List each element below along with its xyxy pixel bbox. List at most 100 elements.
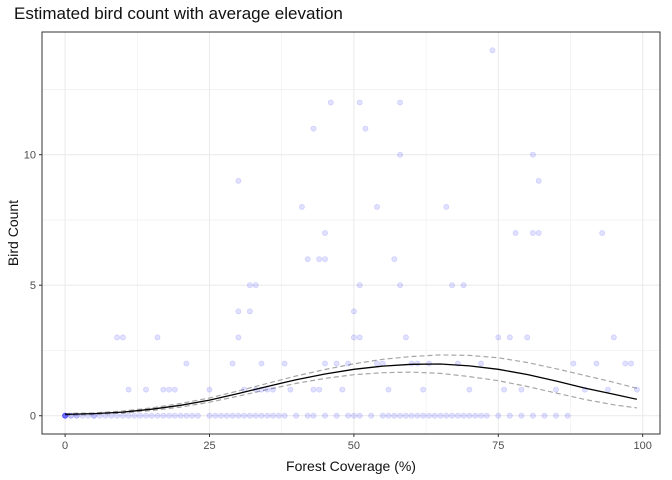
data-point — [379, 360, 386, 367]
upper-band-line — [65, 354, 638, 415]
data-point — [495, 412, 502, 419]
data-point — [281, 412, 288, 419]
grid-lines — [42, 32, 660, 434]
data-point — [472, 412, 479, 419]
data-point — [501, 386, 507, 393]
data-point — [322, 360, 328, 367]
data-point — [264, 412, 271, 419]
data-point — [368, 412, 375, 419]
data-point — [622, 360, 629, 367]
axis-ticks: 0 25 50 75 100 0 5 10 — [24, 150, 652, 452]
data-point — [356, 99, 363, 106]
data-point — [466, 386, 473, 393]
data-point — [397, 151, 403, 158]
data-point — [535, 230, 542, 236]
data-point — [466, 412, 473, 419]
data-point — [206, 412, 213, 419]
data-point — [530, 230, 536, 236]
data-point — [212, 412, 219, 419]
data-point — [131, 412, 138, 419]
data-point — [270, 386, 276, 393]
data-point — [518, 412, 525, 419]
data-point — [535, 177, 542, 184]
data-point — [183, 360, 190, 367]
data-point — [304, 412, 311, 419]
data-point — [420, 412, 427, 419]
data-point — [241, 412, 247, 419]
data-point — [252, 412, 259, 419]
data-point — [246, 308, 253, 315]
data-point — [402, 412, 409, 419]
x-tick-label: 75 — [492, 440, 504, 452]
data-point — [408, 412, 415, 419]
data-point — [391, 256, 398, 262]
data-point — [235, 334, 242, 341]
data-point — [125, 386, 132, 393]
data-point — [281, 360, 288, 367]
data-point — [454, 412, 461, 419]
data-point — [166, 412, 172, 419]
x-axis-title: Forest Coverage (%) — [286, 458, 416, 474]
data-point — [120, 412, 126, 419]
data-point — [391, 412, 398, 419]
data-point — [258, 412, 265, 419]
data-point — [408, 360, 415, 367]
data-point — [235, 412, 242, 419]
data-point — [275, 412, 282, 419]
data-point — [322, 256, 328, 262]
data-point — [610, 334, 617, 341]
data-point — [166, 386, 172, 393]
confidence-band — [65, 354, 638, 416]
data-point — [431, 412, 438, 419]
data-point — [356, 282, 363, 289]
data-point — [327, 99, 334, 106]
data-point — [322, 230, 328, 236]
data-point — [258, 360, 265, 367]
data-point — [293, 412, 299, 419]
data-point — [310, 412, 317, 419]
data-point — [356, 334, 363, 341]
data-point — [414, 412, 421, 419]
data-point — [593, 360, 600, 367]
data-point — [541, 412, 548, 419]
y-tick-label: 0 — [30, 411, 36, 423]
data-point — [414, 360, 421, 367]
data-point — [229, 412, 236, 419]
data-point — [333, 412, 340, 419]
data-point — [495, 334, 502, 341]
data-point — [350, 412, 357, 419]
data-point — [102, 412, 109, 419]
data-point — [385, 412, 392, 419]
data-point — [235, 308, 242, 315]
data-point — [114, 412, 120, 419]
data-point — [316, 256, 323, 262]
data-point — [634, 386, 640, 393]
plot-panel-border — [41, 31, 661, 435]
data-point — [183, 412, 190, 419]
data-point — [108, 412, 115, 419]
data-point — [264, 386, 271, 393]
data-point — [449, 282, 455, 289]
data-point — [530, 412, 536, 419]
data-point — [148, 412, 155, 419]
data-point — [397, 282, 403, 289]
data-point — [449, 412, 455, 419]
data-point — [246, 412, 253, 419]
data-point — [143, 386, 149, 393]
data-point — [189, 412, 196, 419]
data-point — [125, 412, 132, 419]
data-point — [235, 177, 242, 184]
data-point — [298, 203, 305, 210]
data-point — [478, 360, 484, 367]
plot-panel — [42, 32, 660, 434]
data-point — [553, 386, 559, 393]
data-point — [345, 412, 351, 419]
data-point — [322, 412, 328, 419]
data-point — [402, 334, 409, 341]
data-point — [570, 360, 577, 367]
data-point — [518, 386, 525, 393]
data-point — [287, 386, 294, 393]
data-point — [160, 386, 167, 393]
data-point — [310, 386, 317, 393]
